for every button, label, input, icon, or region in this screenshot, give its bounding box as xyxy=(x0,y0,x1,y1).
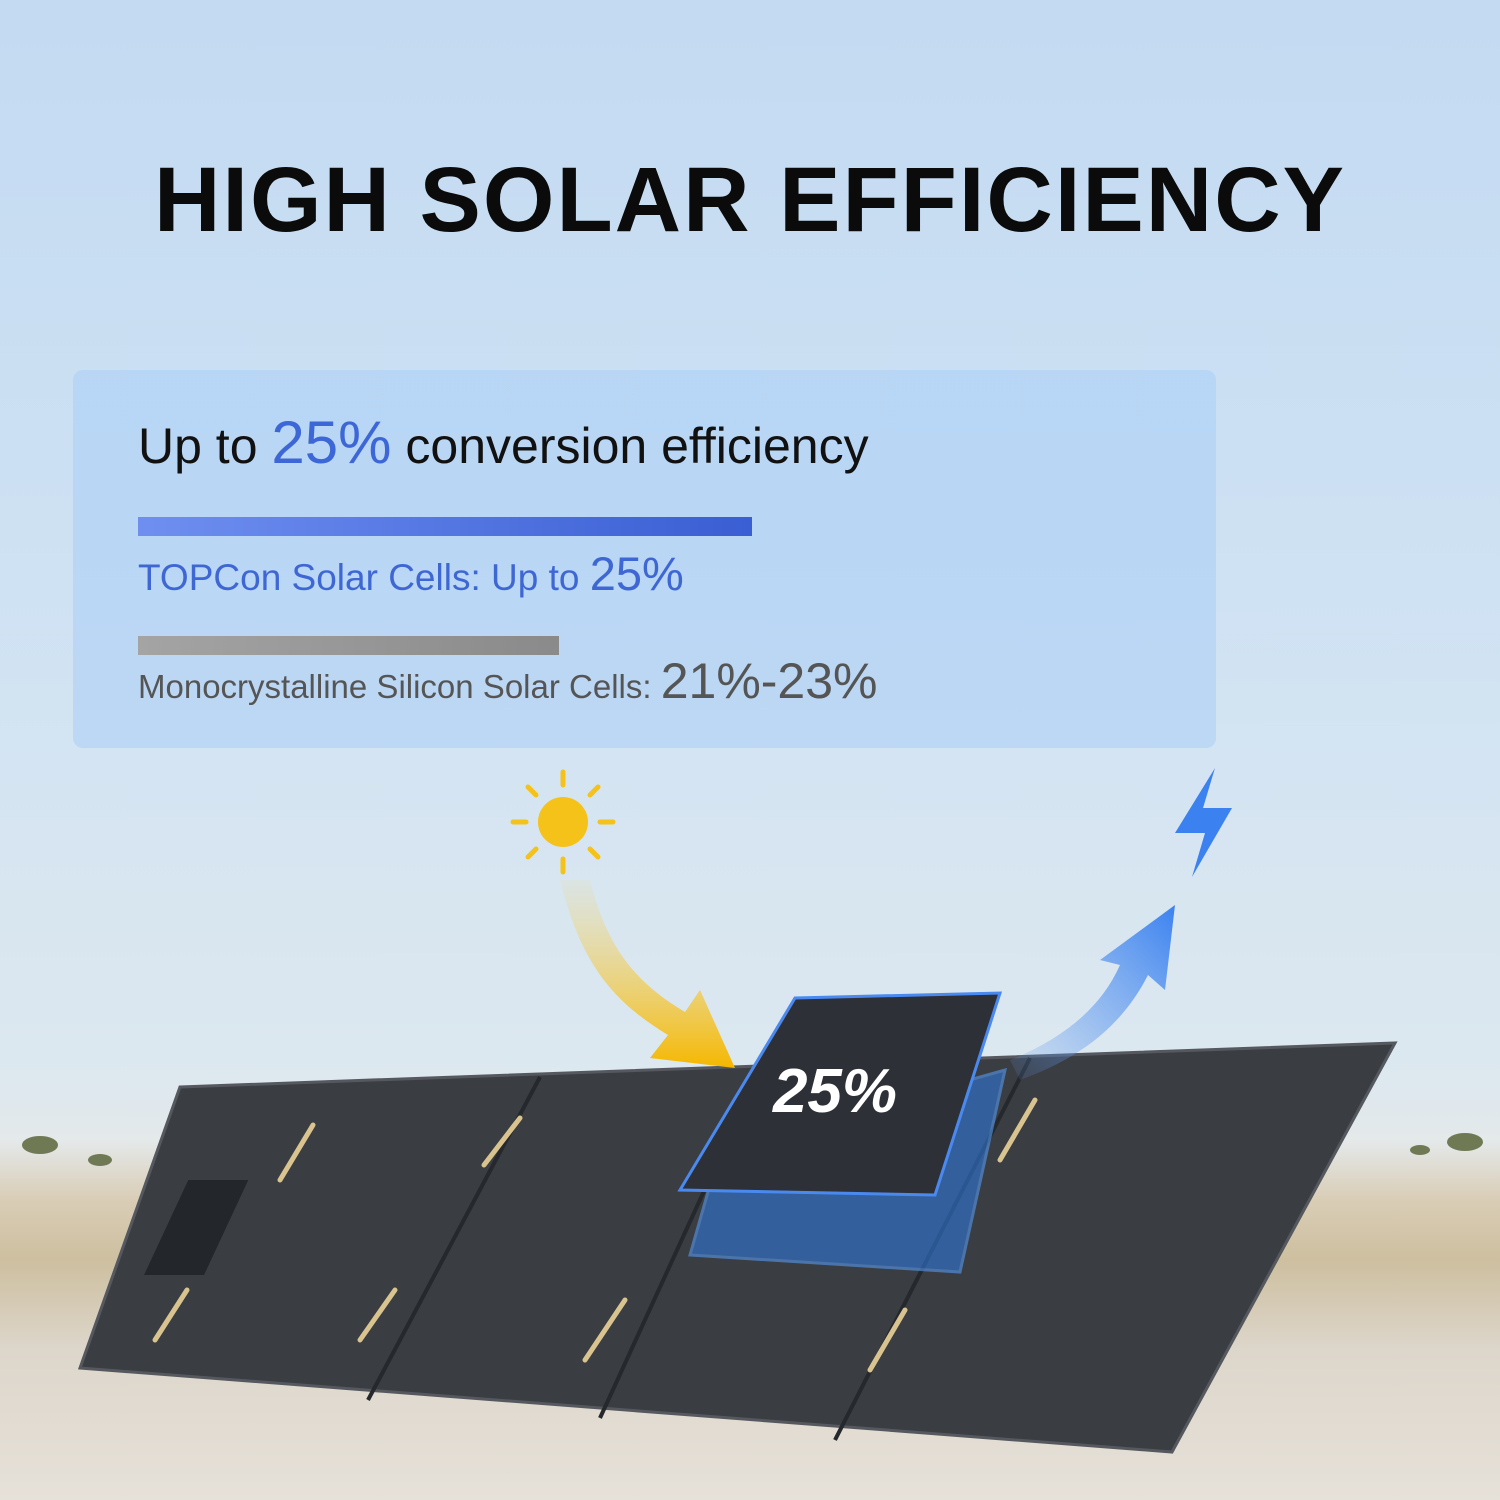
headline-value: 25% xyxy=(271,409,392,476)
panel-badge: 25% xyxy=(772,1057,897,1126)
topcon-bar xyxy=(138,517,752,536)
topcon-label: TOPCon Solar Cells: Up to 25% xyxy=(138,546,684,601)
mono-value: 21%-23% xyxy=(660,653,878,709)
topcon-text: TOPCon Solar Cells: Up to xyxy=(138,557,590,598)
mono-label: Monocrystalline Silicon Solar Cells: 21%… xyxy=(138,652,878,710)
lightning-icon xyxy=(1175,768,1232,877)
topcon-value: 25% xyxy=(589,547,684,600)
highlighted-cell: 25% xyxy=(677,991,1008,1274)
sunlight-arrow xyxy=(560,880,735,1068)
headline-pre: Up to xyxy=(138,418,272,474)
mono-bar xyxy=(138,636,559,655)
efficiency-card: Up to 25% conversion efficiency TOPCon S… xyxy=(73,370,1216,748)
sun-icon xyxy=(510,769,616,875)
headline: Up to 25% conversion efficiency xyxy=(138,408,869,477)
headline-post: conversion efficiency xyxy=(391,418,869,474)
shrubs xyxy=(22,1133,1483,1166)
mono-text: Monocrystalline Silicon Solar Cells: xyxy=(138,668,661,705)
power-arrow xyxy=(1010,905,1175,1080)
handle xyxy=(144,1180,249,1275)
page-title: HIGH SOLAR EFFICIENCY xyxy=(153,149,1347,251)
